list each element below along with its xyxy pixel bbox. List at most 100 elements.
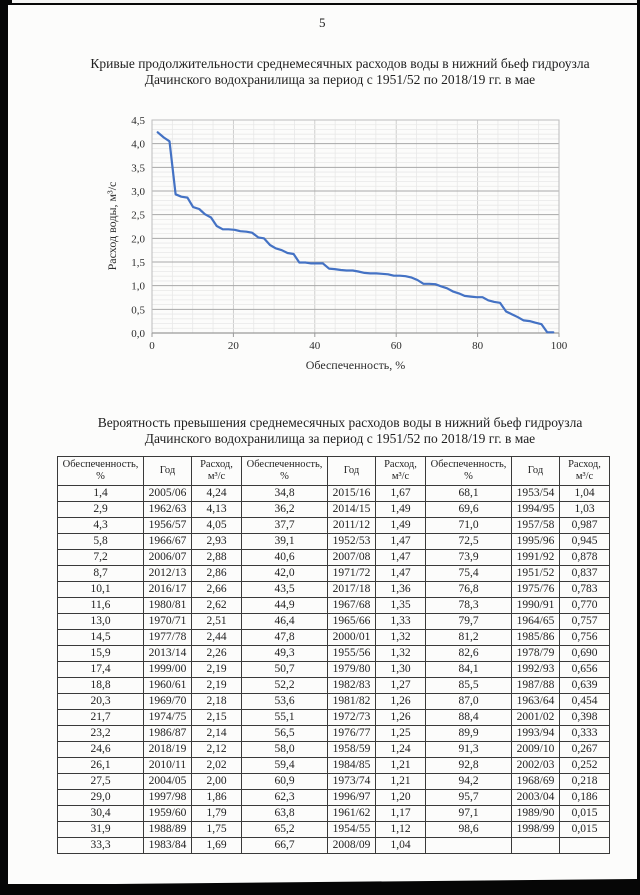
table-cell: 1951/52 [511,565,560,582]
table-cell: 2017/18 [327,581,376,598]
table-cell: 1,86 [191,789,242,806]
table-cell: 1968/69 [511,773,560,790]
x-tick-label: 0 [149,340,155,352]
table-cell: 2,93 [191,533,242,550]
document-page: 5 Кривые продолжительности среднемесячны… [0,5,640,895]
table-cell: 2008/09 [327,837,376,854]
flow-duration-chart: 0 20 40 60 80 100 0,0 0,5 1,0 1,5 2,0 2,5 3,0 3,5 4,0 4… [98,106,614,386]
table-cell: 0,783 [559,581,610,598]
table-cell: 2018/19 [143,741,192,758]
table-cell: 0,757 [559,613,610,630]
table-cell: 1967/68 [327,597,376,614]
table-cell: 2,18 [191,693,242,710]
table-cell: 4,05 [191,517,242,534]
table-cell: 66,7 [241,837,328,854]
table-cell: 0,656 [559,661,610,678]
table-cell: 13,0 [57,613,144,630]
table-cell: 0,333 [559,725,610,742]
table-cell: 56,5 [241,725,328,742]
table-cell: 69,6 [425,501,512,518]
column-header: Год [511,456,560,486]
table-cell: 1976/77 [327,725,376,742]
table-cell: 23,2 [57,725,144,742]
column-header: Год [327,456,376,486]
table-row: 11,6 1980/81 2,62 44,9 1967/68 1,35 78,3 1990/9… [57,597,610,614]
table-cell: 87,0 [425,693,512,710]
table-cell: 2011/12 [327,517,376,534]
table-cell: 1989/90 [511,805,560,822]
table-cell [511,837,560,854]
table-title-line2: Дачинского водохранилища за период с 195… [144,431,536,446]
table-cell: 4,3 [57,517,144,534]
table-cell: 1,12 [375,821,426,838]
table-cell: 1990/91 [511,597,560,614]
column-header: Обеспеченность, % [57,456,144,486]
table-cell: 2007/08 [327,549,376,566]
table-cell: 81,2 [425,629,512,646]
table-cell: 34,8 [241,485,328,502]
table-cell: 0,945 [559,533,610,550]
table-cell: 0,878 [559,549,610,566]
table-cell: 1,36 [375,581,426,598]
table-cell: 5,8 [57,533,144,550]
table-cell: 71,0 [425,517,512,534]
table-cell: 95,7 [425,789,512,806]
table-cell: 52,2 [241,677,328,694]
table-cell: 1,75 [191,821,242,838]
table-cell: 2016/17 [143,581,192,598]
table-cell: 11,6 [57,597,144,614]
gridlines [152,119,560,333]
table-cell: 2,66 [191,581,242,598]
table-cell: 1982/83 [327,677,376,694]
table-cell: 65,2 [241,821,328,838]
table-cell: 1,25 [375,725,426,742]
table-cell: 20,3 [57,693,144,710]
table-cell: 1956/57 [143,517,192,534]
table-cell: 2010/11 [143,757,192,774]
table-cell: 1985/86 [511,629,560,646]
y-tick-label: 2,0 [131,233,145,245]
table-cell: 1973/74 [327,773,376,790]
flow-duration-curve [156,131,555,334]
table-cell: 2000/01 [327,629,376,646]
table-cell: 1,04 [559,485,610,502]
table-row: 26,1 2010/11 2,02 59,4 1984/85 1,21 92,8 2002/0… [57,757,610,774]
table-cell: 0,015 [559,805,610,822]
x-tick-label: 40 [309,340,321,352]
table-row: 23,2 1986/87 2,14 56,5 1976/77 1,25 89,9 1993/9… [57,725,610,742]
table-cell: 1986/87 [143,725,192,742]
table-cell: 1963/64 [511,693,560,710]
table-cell: 2,12 [191,741,242,758]
table-cell: 76,8 [425,581,512,598]
table-cell: 1965/66 [327,613,376,630]
table-cell: 72,5 [425,533,512,550]
table-row: 7,2 2006/07 2,88 40,6 2007/08 1,47 73,9 1991/92… [57,549,610,566]
table-cell: 1,4 [57,485,144,502]
table-cell: 1,17 [375,805,426,822]
y-tick-label: 0,5 [131,304,145,316]
table-row: 1,4 2005/06 4,24 34,8 2015/16 1,67 68,1 1953/54… [57,485,610,502]
table-cell: 1,47 [375,533,426,550]
table-cell: 2015/16 [327,485,376,502]
table-cell: 2,44 [191,629,242,646]
table-cell: 1,24 [375,741,426,758]
column-header: Расход, м³/с [375,456,426,486]
table-cell: 1980/81 [143,597,192,614]
table-cell: 98,6 [425,821,512,838]
table-cell: 2,62 [191,597,242,614]
table-cell: 21,7 [57,709,144,726]
y-tick-label: 0,0 [131,328,145,340]
table-cell: 0,252 [559,757,610,774]
page-number: 5 [319,15,326,30]
table-cell: 1974/75 [143,709,192,726]
table-row: 2,9 1962/63 4,13 36,2 2014/15 1,49 69,6 1994/95… [57,501,610,518]
table-cell: 58,0 [241,741,328,758]
table-cell: 2,00 [191,773,242,790]
table-cell: 2,19 [191,661,242,678]
table-cell: 1978/79 [511,645,560,662]
table-cell: 31,9 [57,821,144,838]
table-row: 4,3 1956/57 4,05 37,7 2011/12 1,49 71,0 1957/58… [57,517,610,534]
y-tick-label: 1,5 [131,257,145,269]
table-cell: 1991/92 [511,549,560,566]
table-cell: 1964/65 [511,613,560,630]
